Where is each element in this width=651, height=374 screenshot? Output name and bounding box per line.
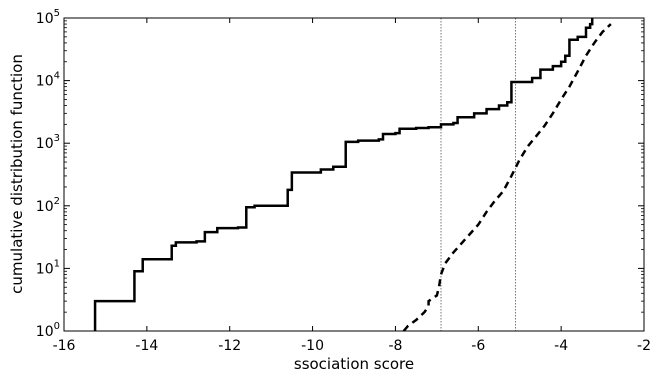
x-tick-label: -16 [53, 338, 76, 354]
reference-lines [440, 18, 516, 331]
y-axis-ticks: 100 101 102 103 104 105 [36, 8, 644, 340]
x-tick-label: -8 [388, 338, 402, 354]
series-line-1-solid [93, 18, 594, 331]
y-tick-label: 100 [36, 321, 60, 340]
y-tick-label: 103 [36, 133, 60, 152]
x-tick-label: -10 [301, 338, 324, 354]
y-tick-label: 101 [36, 258, 60, 277]
x-tick-label: -4 [554, 338, 568, 354]
y-tick-label: 104 [36, 71, 60, 90]
x-axis-ticks: -16 -14 -12 -10 -8 -6 -4 -2 [53, 18, 651, 354]
plot-frame [63, 17, 645, 332]
series-line-2-dashed [402, 23, 612, 332]
x-tick-label: -2 [637, 338, 651, 354]
y-tick-label: 102 [36, 196, 60, 215]
x-axis-label: ssociation score [294, 355, 414, 373]
x-tick-label: -6 [471, 338, 485, 354]
series-layer [93, 18, 612, 332]
y-tick-label: 105 [36, 8, 60, 27]
x-tick-label: -12 [218, 338, 241, 354]
x-tick-label: -14 [135, 338, 158, 354]
y-axis-label: cumulative distribution function [8, 54, 26, 294]
